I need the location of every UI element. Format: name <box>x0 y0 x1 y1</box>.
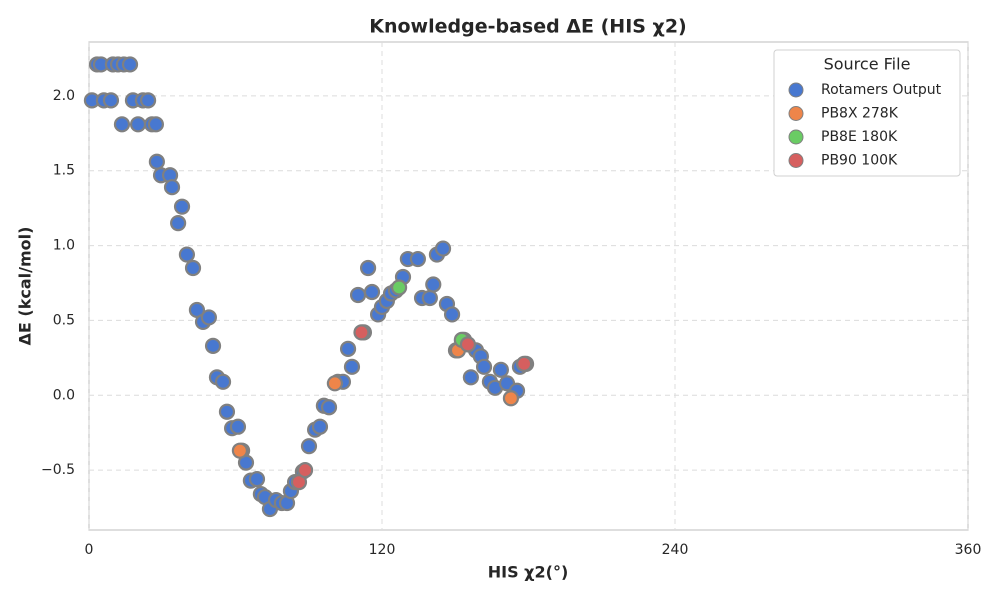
x-tick-label: 360 <box>955 542 982 558</box>
chart-title: Knowledge-based ΔE (HIS χ2) <box>369 16 686 38</box>
scatter-point <box>443 306 461 323</box>
scatter-point <box>204 337 222 354</box>
legend-marker <box>788 106 804 121</box>
scatter-point <box>425 276 442 293</box>
scatter-point <box>248 471 266 488</box>
scatter-point <box>516 355 533 372</box>
scatter-point <box>349 286 367 304</box>
scatter-point <box>139 92 157 109</box>
scatter-point <box>320 399 338 416</box>
scatter-point <box>121 56 139 73</box>
x-tick-label: 0 <box>85 542 94 558</box>
scatter-point <box>102 92 120 109</box>
scatter-point <box>339 340 357 357</box>
legend-label: PB8E 180K <box>821 129 898 145</box>
scatter-point <box>343 358 361 375</box>
scatter-point <box>311 418 329 435</box>
y-tick-label: 1.0 <box>53 238 75 254</box>
scatter-point <box>296 462 314 479</box>
legend-label: Rotamers Output <box>821 82 942 98</box>
scatter-point <box>462 369 479 386</box>
scatter-point <box>459 336 477 353</box>
x-tick-label: 120 <box>369 542 396 558</box>
scatter-point <box>300 438 318 455</box>
scatter-point <box>326 375 343 392</box>
y-tick-label: −0.5 <box>41 462 75 478</box>
legend-marker <box>788 129 804 145</box>
scatter-point <box>148 153 165 170</box>
x-tick-label: 240 <box>662 542 689 558</box>
y-axis-label: ΔE (kcal/mol) <box>16 227 35 346</box>
y-tick-label: 1.5 <box>53 163 75 179</box>
scatter-point <box>421 289 438 307</box>
x-axis-label: HIS χ2(°) <box>488 563 569 582</box>
scatter-point <box>173 198 191 215</box>
y-tick-label: 2.0 <box>53 88 75 104</box>
scatter-point <box>147 116 165 133</box>
scatter-point <box>502 390 520 407</box>
y-tick-label: 0.0 <box>53 387 75 403</box>
scatter-point <box>170 215 187 232</box>
scatter-point <box>184 259 202 277</box>
scatter-point <box>200 309 217 326</box>
scatter-point <box>113 116 131 133</box>
scatter-point <box>434 240 452 257</box>
scatter-point <box>178 246 196 263</box>
scatter-point <box>129 116 147 133</box>
legend-marker <box>788 153 804 168</box>
legend-label: PB90 100K <box>821 153 898 169</box>
legend-marker <box>788 82 804 98</box>
scatter-point <box>359 259 377 277</box>
legend-label: PB8X 278K <box>821 106 899 122</box>
scatter-point <box>409 250 426 268</box>
scatter-point <box>390 279 408 296</box>
scatter-point <box>218 403 236 420</box>
y-tick-label: 0.5 <box>53 312 75 328</box>
scatter-point <box>363 283 381 301</box>
scatter-point <box>475 358 493 375</box>
scatter-point <box>214 373 232 390</box>
scatter-point <box>229 418 247 435</box>
scatter-point <box>492 361 510 378</box>
legend-title: Source File <box>824 55 911 74</box>
legend-box <box>773 49 961 177</box>
scatter-point <box>353 324 370 341</box>
scatter-point <box>163 179 181 196</box>
scatter-point <box>231 442 248 459</box>
